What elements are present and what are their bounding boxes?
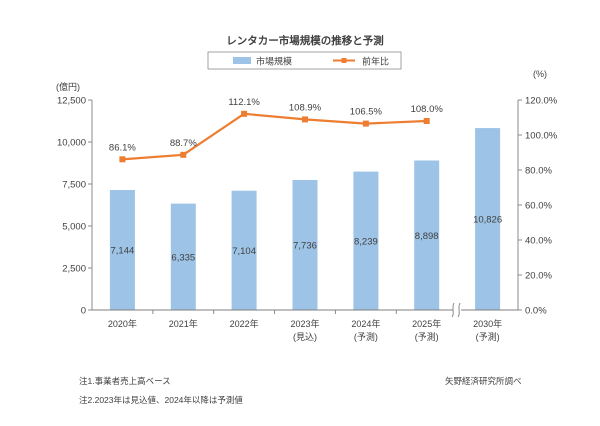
legend-marker-swatch bbox=[341, 58, 347, 63]
yoy-marker bbox=[423, 118, 430, 124]
market-size-bar bbox=[109, 190, 135, 310]
yoy-value-label: 88.7% bbox=[170, 138, 197, 149]
market-size-bar bbox=[231, 190, 257, 310]
y-right-tick-label: 40.0% bbox=[525, 235, 552, 246]
x-tick-label: 2022年 bbox=[230, 318, 259, 329]
y-right-tick-label: 100.0% bbox=[525, 130, 558, 141]
y-right-tick-label: 20.0% bbox=[525, 270, 552, 281]
legend-box bbox=[207, 51, 402, 70]
market-size-bar bbox=[475, 128, 501, 310]
yoy-marker bbox=[119, 156, 126, 163]
legend-label-market-size: 市場規模 bbox=[256, 56, 292, 67]
bar-value-label: 7,104 bbox=[232, 246, 256, 257]
y-right-tick-label: 80.0% bbox=[525, 165, 552, 176]
market-size-bar bbox=[353, 171, 379, 310]
y-left-tick-label: 5,000 bbox=[62, 221, 86, 232]
y-left-tick-label: 2,500 bbox=[62, 263, 86, 274]
bar-value-label: 7,144 bbox=[111, 246, 135, 257]
bar-series: 7,144 6,335 7,104 7,736 8,239 8,898 10,826 bbox=[109, 128, 502, 310]
axis-break-mark bbox=[457, 302, 461, 318]
footnote-1: 注1.事業者売上高ベース bbox=[79, 376, 171, 386]
y-left-tick-label: 0 bbox=[81, 305, 86, 316]
market-size-bar bbox=[170, 203, 196, 310]
y-left-tick-label: 12,500 bbox=[57, 95, 86, 106]
line-series: 86.1% 88.7% 112.1% 108.9% 106.5% 108.0% bbox=[109, 97, 443, 163]
yoy-value-label: 86.1% bbox=[109, 142, 136, 153]
yoy-marker bbox=[180, 151, 187, 158]
x-tick-label: 2020年 bbox=[108, 318, 137, 329]
bar-value-label: 10,826 bbox=[473, 215, 502, 226]
chart-title: レンタカー市場規模の推移と予測 bbox=[226, 34, 384, 47]
yoy-marker bbox=[241, 110, 248, 117]
x-tick-label: 2030年 bbox=[473, 318, 502, 329]
footnote-2: 注2.2023年は見込値、2024年以降は予測値 bbox=[79, 395, 243, 405]
bar-value-label: 7,736 bbox=[293, 241, 317, 252]
bar-value-label: 6,335 bbox=[171, 252, 195, 263]
legend-bar-swatch bbox=[233, 57, 251, 64]
x-tick-label: 2025年 bbox=[412, 318, 441, 329]
yoy-marker bbox=[302, 116, 308, 123]
bar-value-label: 8,239 bbox=[354, 236, 378, 247]
axes: 0 2,500 5,000 7,500 10,000 12,500 0.0% 20.0% 40.… bbox=[57, 95, 558, 342]
x-tick-note: (見込) bbox=[293, 332, 317, 342]
x-tick-note: (予測) bbox=[354, 331, 378, 342]
axis-break-mark bbox=[451, 302, 455, 318]
market-size-bar bbox=[292, 180, 318, 310]
yoy-value-label: 112.1% bbox=[228, 97, 260, 108]
legend-label-yoy: 前年比 bbox=[362, 56, 389, 67]
x-tick-label: 2024年 bbox=[351, 318, 380, 329]
y-right-tick-label: 120.0% bbox=[525, 95, 558, 106]
x-tick-note: (予測) bbox=[415, 331, 439, 342]
y-left-tick-label: 7,500 bbox=[62, 179, 86, 190]
y-right-axis-label: (%) bbox=[533, 69, 547, 79]
yoy-value-label: 108.9% bbox=[289, 102, 322, 113]
x-tick-note: (予測) bbox=[476, 331, 500, 342]
yoy-marker bbox=[362, 120, 369, 127]
y-left-axis-label: (億円) bbox=[56, 81, 80, 92]
yoy-line bbox=[122, 112, 427, 161]
y-left-tick-label: 10,000 bbox=[57, 137, 86, 148]
source-credit: 矢野経済研究所調べ bbox=[445, 376, 522, 386]
y-right-tick-label: 0.0% bbox=[525, 305, 547, 316]
bar-value-label: 8,898 bbox=[415, 231, 439, 242]
legend: 市場規模 前年比 bbox=[207, 51, 402, 70]
yoy-value-label: 106.5% bbox=[350, 107, 383, 118]
y-right-tick-label: 60.0% bbox=[525, 200, 552, 211]
x-tick-label: 2023年 bbox=[290, 318, 319, 329]
yoy-value-label: 108.0% bbox=[411, 104, 444, 115]
market-size-bar bbox=[414, 160, 440, 310]
x-tick-label: 2021年 bbox=[169, 318, 198, 329]
